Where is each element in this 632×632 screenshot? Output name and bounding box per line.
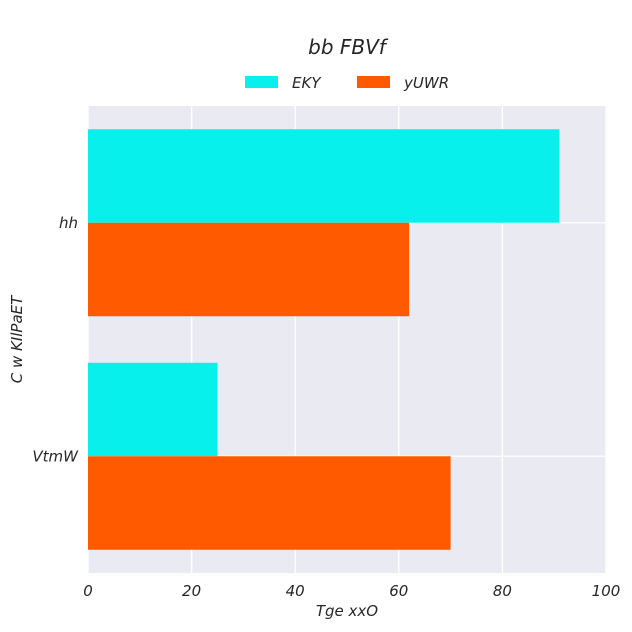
bar [88,129,560,223]
legend-label: yUWR [403,74,449,92]
x-axis-label: Tge xxO [316,602,378,620]
legend-swatch [245,76,278,88]
chart-title: bb FBVf [308,35,389,59]
x-tick-label: 40 [286,582,305,600]
bars [88,129,560,550]
x-tick-label: 60 [389,582,408,600]
y-axis-ticks: hh VtmW [32,214,79,466]
x-tick-label: 80 [493,582,512,600]
legend-swatch [357,76,390,88]
legend: EKY yUWR [245,74,449,92]
y-tick-label: VtmW [32,447,79,465]
y-tick-label: hh [59,214,78,232]
x-axis-ticks: 0 20 40 60 80 100 [83,582,620,600]
x-tick-label: 20 [182,582,201,600]
legend-label: EKY [292,74,322,92]
y-axis-label: C w KIlPaET [8,294,26,383]
bar [88,362,218,457]
x-tick-label: 100 [592,582,621,600]
bar [88,222,410,317]
x-tick-label: 0 [83,582,93,600]
bar [88,456,451,550]
